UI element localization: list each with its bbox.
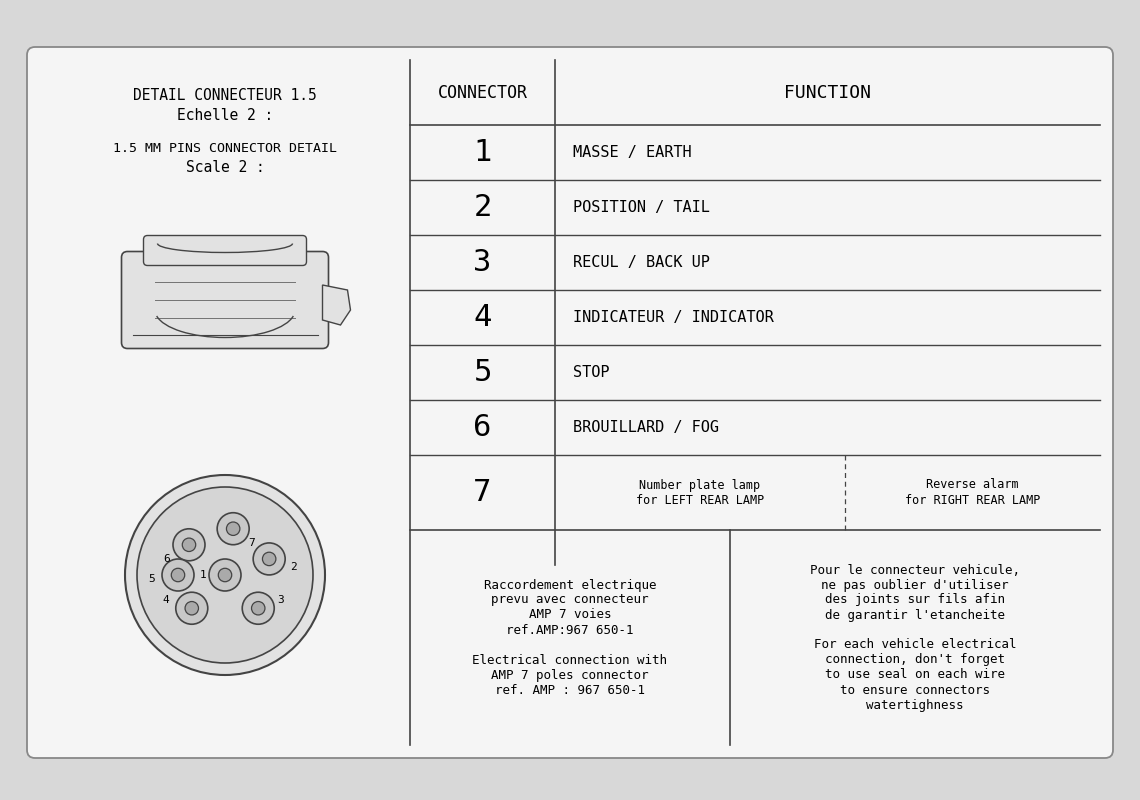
Circle shape [137,487,314,663]
Text: Reverse alarm
for RIGHT REAR LAMP: Reverse alarm for RIGHT REAR LAMP [905,478,1040,506]
Circle shape [171,568,185,582]
Text: 3: 3 [277,595,284,606]
Text: 4: 4 [473,303,491,332]
Circle shape [209,559,241,591]
Text: RECUL / BACK UP: RECUL / BACK UP [573,255,710,270]
Text: Raccordement electrique
prevu avec connecteur
AMP 7 voies
ref.AMP:967 650-1

Ele: Raccordement electrique prevu avec conne… [472,578,668,697]
Circle shape [182,538,196,551]
Circle shape [162,559,194,591]
Text: BROUILLARD / FOG: BROUILLARD / FOG [573,420,719,435]
Text: 5: 5 [148,574,155,584]
Polygon shape [323,285,350,325]
Text: STOP: STOP [573,365,610,380]
Text: 7: 7 [473,478,491,507]
Text: MASSE / EARTH: MASSE / EARTH [573,145,692,160]
Circle shape [125,475,325,675]
FancyBboxPatch shape [27,47,1113,758]
Text: 1: 1 [473,138,491,167]
FancyBboxPatch shape [122,251,328,349]
Text: INDICATEUR / INDICATOR: INDICATEUR / INDICATOR [573,310,774,325]
Text: POSITION / TAIL: POSITION / TAIL [573,200,710,215]
Text: Number plate lamp
for LEFT REAR LAMP: Number plate lamp for LEFT REAR LAMP [636,478,764,506]
Text: Echelle 2 :: Echelle 2 : [177,107,274,122]
Text: 2: 2 [290,562,296,572]
Text: 1.5 MM PINS CONNECTOR DETAIL: 1.5 MM PINS CONNECTOR DETAIL [113,142,337,154]
Text: 6: 6 [164,554,170,564]
Text: Pour le connecteur vehicule,
ne pas oublier d'utiliser
des joints sur fils afin
: Pour le connecteur vehicule, ne pas oubl… [811,563,1020,711]
Circle shape [253,543,285,575]
Circle shape [185,602,198,615]
Text: DETAIL CONNECTEUR 1.5: DETAIL CONNECTEUR 1.5 [133,87,317,102]
Circle shape [173,529,205,561]
Circle shape [176,592,207,624]
Text: 3: 3 [473,248,491,277]
Circle shape [242,592,275,624]
Text: 5: 5 [473,358,491,387]
Text: CONNECTOR: CONNECTOR [438,83,528,102]
Text: 7: 7 [247,538,254,548]
Text: 1: 1 [200,570,206,580]
Text: FUNCTION: FUNCTION [784,83,871,102]
FancyBboxPatch shape [144,235,307,266]
Circle shape [262,552,276,566]
Text: 2: 2 [473,193,491,222]
Text: Scale 2 :: Scale 2 : [186,161,264,175]
Circle shape [227,522,239,535]
Circle shape [217,513,250,545]
Text: 4: 4 [162,595,169,606]
Circle shape [252,602,264,615]
Text: 6: 6 [473,413,491,442]
Circle shape [218,568,231,582]
